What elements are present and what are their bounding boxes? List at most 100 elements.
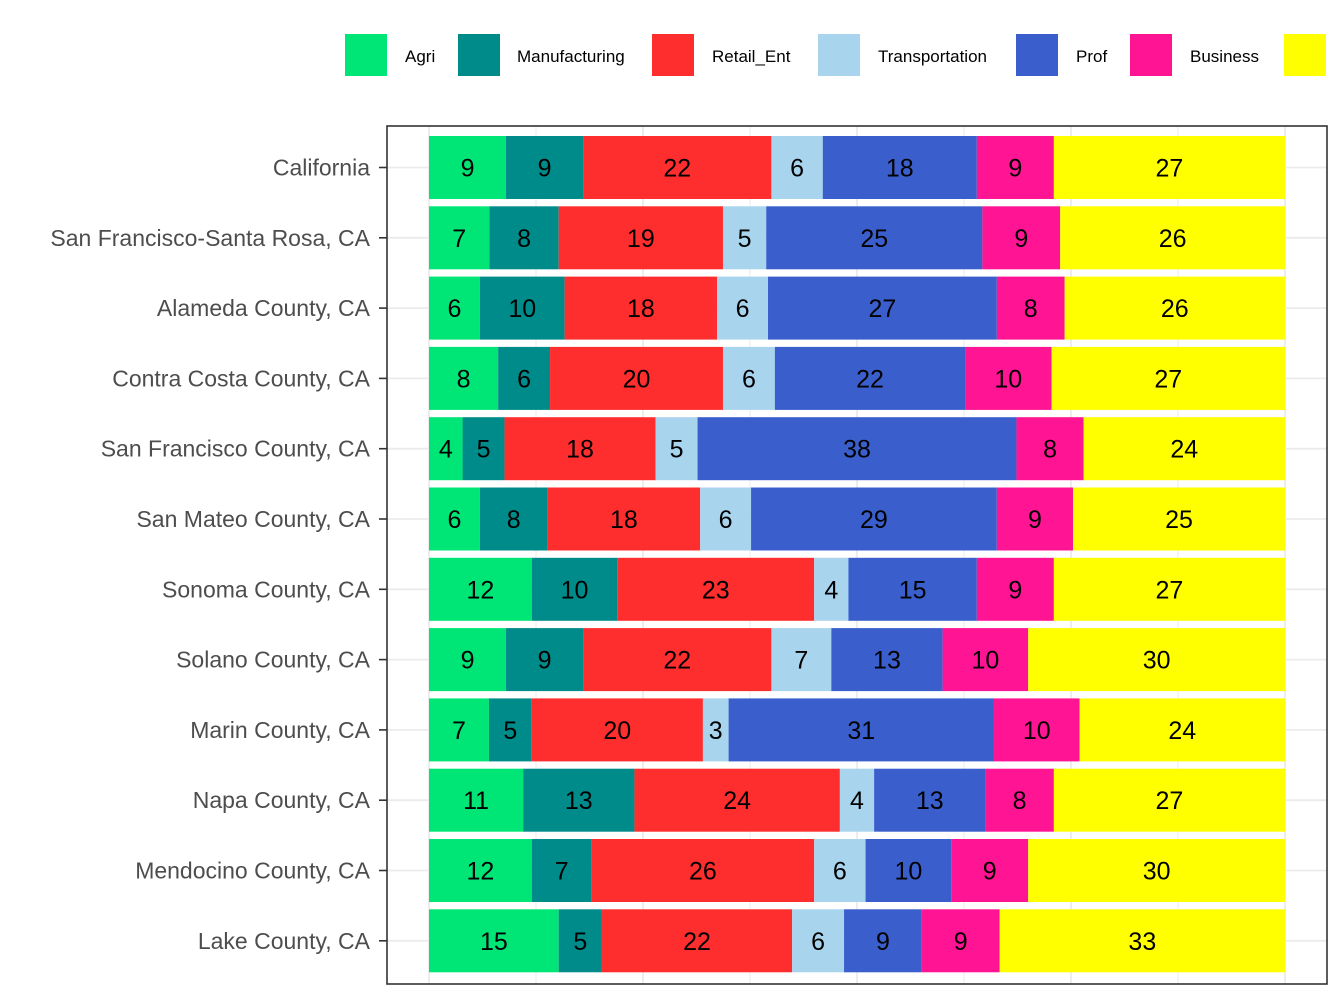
bar-segment-other [1028, 628, 1285, 692]
bar-segment-retail-ent [583, 628, 772, 692]
data-label: 22 [663, 155, 691, 183]
data-label: 9 [983, 858, 997, 886]
bar-segment-retail-ent [601, 909, 793, 973]
legend-label: Prof [1076, 47, 1107, 66]
data-label: 27 [869, 295, 897, 323]
bar-segment-prof [728, 698, 994, 762]
bar-segment-transportation [722, 206, 767, 270]
data-label: 5 [738, 225, 752, 253]
data-label: 4 [824, 576, 838, 604]
bar-segment-other [1053, 768, 1285, 832]
bar-segment-business [1016, 417, 1084, 481]
data-label: 38 [843, 436, 871, 464]
bar-segment-other [1079, 698, 1285, 762]
bar-segment-other [999, 909, 1285, 973]
data-label: 9 [954, 928, 968, 956]
bar-segment-other [1073, 487, 1285, 551]
data-label: 18 [566, 436, 594, 464]
bar-segment-retail-ent [550, 346, 723, 410]
data-label: 8 [1024, 295, 1038, 323]
bar-segment-prof [774, 346, 966, 410]
data-label: 6 [833, 858, 847, 886]
category-label: Mendocino County, CA [135, 858, 370, 884]
bar-segment-retail-ent [504, 417, 656, 481]
bar-segment-manufacturing [479, 487, 548, 551]
data-label: 27 [1156, 787, 1184, 815]
data-label: 8 [1043, 436, 1057, 464]
bar-segment-business [996, 487, 1074, 551]
data-label: 6 [447, 506, 461, 534]
category-label: Sonoma County, CA [162, 576, 371, 602]
data-label: 7 [452, 717, 466, 745]
data-label: 26 [689, 858, 717, 886]
bar-segment-agri [429, 276, 480, 340]
bar-segment-transportation [771, 628, 832, 692]
data-label: 18 [886, 155, 914, 183]
legend-label: Agri [405, 47, 435, 66]
bar-segment-business [982, 206, 1061, 270]
data-label: 26 [1159, 225, 1187, 253]
bar-segment-transportation [717, 276, 769, 340]
data-label: 9 [1008, 576, 1022, 604]
data-label: 13 [565, 787, 593, 815]
bar-segment-manufacturing [462, 417, 505, 481]
bar-segment-other [1051, 346, 1285, 410]
bar-segment-agri [429, 206, 490, 270]
bar-segment-business [965, 346, 1052, 410]
bar-segment-prof [844, 909, 922, 973]
data-label: 7 [555, 858, 569, 886]
data-label: 26 [1161, 295, 1189, 323]
data-label: 13 [873, 647, 901, 675]
plot-border [386, 125, 1328, 985]
category-label: Contra Costa County, CA [112, 365, 370, 391]
legend-key-retail-ent [652, 34, 694, 76]
data-label: 8 [517, 225, 531, 253]
bar-segment-manufacturing [488, 698, 532, 762]
bar-segment-agri [429, 698, 489, 762]
bar-segment-business [976, 557, 1054, 621]
data-label: 30 [1143, 647, 1171, 675]
data-label: 9 [461, 155, 475, 183]
category-label: San Francisco-Santa Rosa, CA [50, 225, 370, 251]
bar-segment-prof [831, 628, 943, 692]
data-label: 10 [994, 365, 1022, 393]
data-label: 10 [561, 576, 589, 604]
bar-segment-manufacturing [498, 346, 551, 410]
bar-segment-agri [429, 557, 532, 621]
bar-segment-business [942, 628, 1029, 692]
legend-key-other [1284, 34, 1326, 76]
data-label: 30 [1143, 858, 1171, 886]
data-label: 6 [790, 155, 804, 183]
bar-segment-retail-ent [634, 768, 840, 832]
y-axis: California San Francisco-Santa Rosa, CA Al… [50, 155, 387, 954]
data-label: 24 [1168, 717, 1196, 745]
bar-segment-business [993, 698, 1080, 762]
data-label: 5 [573, 928, 587, 956]
bar-segment-manufacturing [479, 276, 565, 340]
data-label: 29 [860, 506, 888, 534]
bar-segment-other [1028, 839, 1285, 902]
legend-key-agri [345, 34, 387, 76]
bar-segment-retail-ent [617, 557, 815, 621]
data-label: 8 [457, 365, 471, 393]
bar-segment-manufacturing [489, 206, 559, 270]
data-label: 7 [794, 647, 808, 675]
data-label: 11 [463, 787, 489, 815]
bar-segment-transportation [792, 909, 845, 973]
data-label: 9 [1028, 506, 1042, 534]
data-label: 4 [439, 436, 453, 464]
data-label: 9 [1008, 155, 1022, 183]
data-label: 12 [466, 576, 494, 604]
category-label: Napa County, CA [193, 787, 371, 813]
bar-segment-manufacturing [531, 839, 592, 902]
bar-segment-transportation [814, 557, 849, 621]
data-label: 9 [538, 155, 552, 183]
data-label: 5 [477, 436, 491, 464]
bar-segment-prof [768, 276, 997, 340]
data-label: 6 [447, 295, 461, 323]
data-label: 23 [702, 576, 730, 604]
bar-segment-manufacturing [531, 557, 618, 621]
bar-segment-business [921, 909, 1000, 973]
data-label: 10 [971, 647, 999, 675]
category-label: Marin County, CA [190, 717, 370, 743]
